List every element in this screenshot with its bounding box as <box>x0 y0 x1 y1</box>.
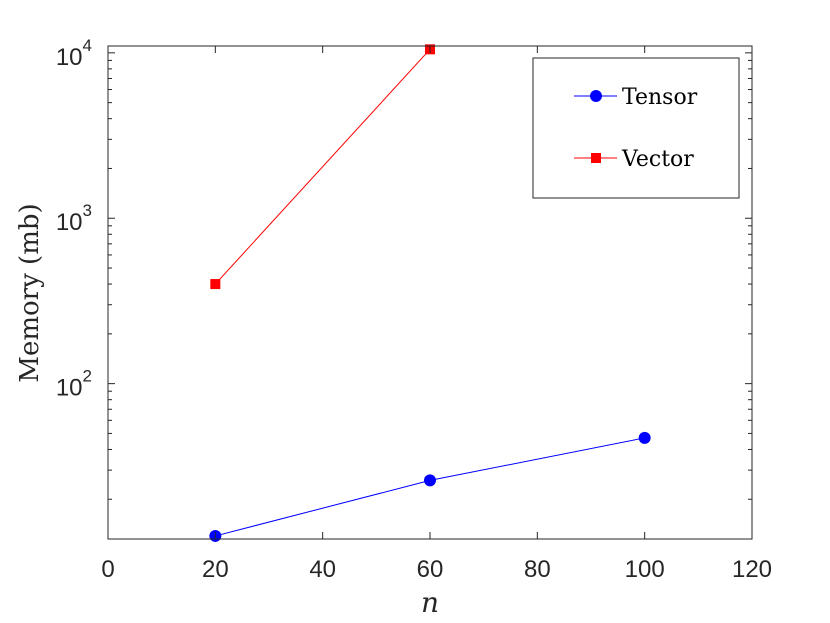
legend-marker-vector <box>591 153 601 163</box>
x-tick-label: 60 <box>417 556 444 583</box>
y-axis-label: Memory (mb) <box>15 203 45 382</box>
legend-box <box>532 57 740 199</box>
x-tick-label: 0 <box>101 556 114 583</box>
y-tick-label: 102 <box>56 367 92 402</box>
y-tick-base: 10 <box>56 375 83 402</box>
vector-series-line <box>214 49 431 285</box>
x-tick-labels: 0 20 40 60 80 100 120 <box>101 556 772 583</box>
x-axis-label: n <box>421 586 439 619</box>
legend-label-tensor: Tensor <box>622 85 698 110</box>
x-tick-label: 20 <box>202 556 229 583</box>
x-tick-label: 120 <box>732 556 772 583</box>
tensor-point <box>638 431 651 444</box>
legend-marker-tensor <box>590 90 602 102</box>
y-tick-base: 10 <box>56 209 83 236</box>
y-tick-exponent: 4 <box>83 36 92 55</box>
y-tick-exponent: 3 <box>83 201 92 220</box>
tensor-point <box>424 474 436 487</box>
legend-label-vector: Vector <box>621 147 694 172</box>
y-tick-exponent: 2 <box>83 367 92 386</box>
ticks-layer <box>107 46 753 539</box>
y-tick-label: 104 <box>56 36 92 71</box>
x-tick-label: 100 <box>625 556 665 583</box>
vector-point <box>210 279 221 290</box>
legend: Tensor Vector <box>532 57 740 199</box>
y-tick-label: 103 <box>56 201 92 236</box>
x-tick-label: 40 <box>309 556 336 583</box>
x-tick-label: 80 <box>524 556 551 583</box>
y-tick-base: 10 <box>56 44 83 71</box>
